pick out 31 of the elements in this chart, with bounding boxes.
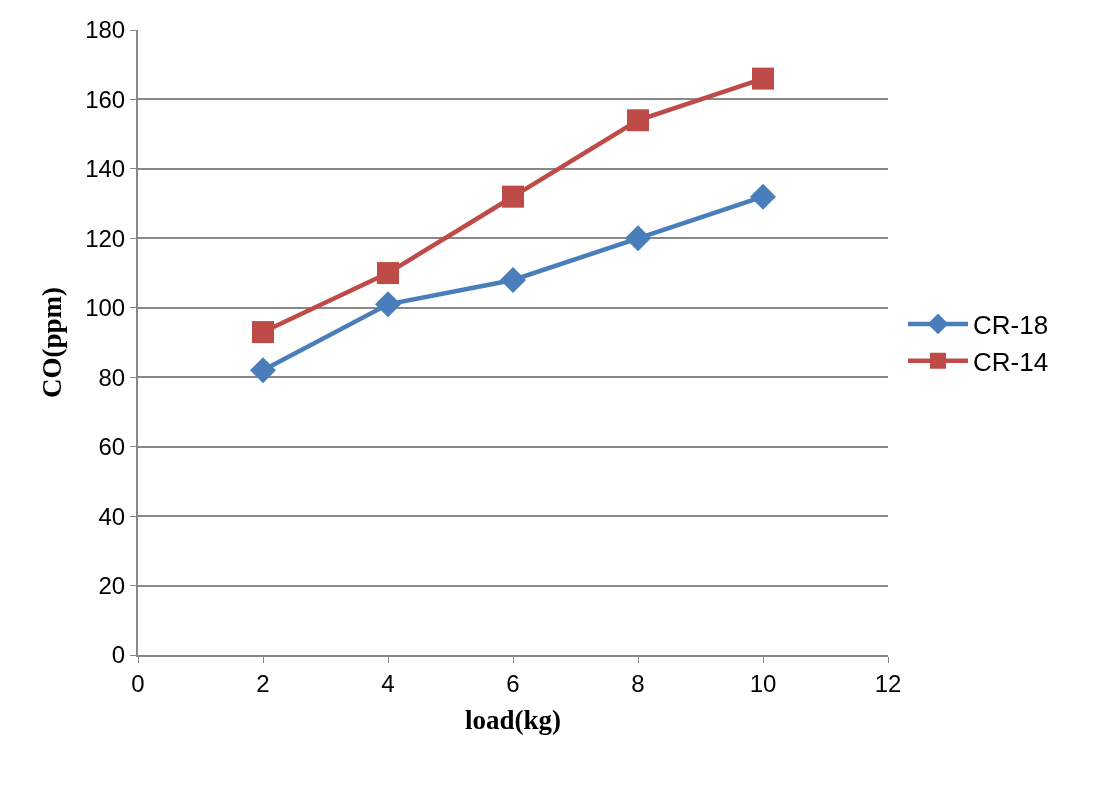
point	[250, 357, 276, 384]
x-axis-title: load(kg)	[464, 704, 562, 735]
point	[627, 109, 649, 132]
y-tick-label: 20	[98, 571, 126, 599]
y-tick-label: 40	[98, 502, 126, 530]
y-tick-label: 80	[98, 363, 126, 391]
y-tick-label: 140	[85, 155, 126, 183]
point	[375, 291, 401, 318]
x-tick-label: 4	[381, 669, 395, 697]
y-tick-label: 60	[98, 433, 126, 461]
x-tick-label: 6	[506, 669, 520, 697]
y-tick-label: 120	[85, 224, 126, 252]
point	[252, 321, 274, 344]
x-tick-label: 0	[131, 669, 145, 697]
legend-label: CR-18	[973, 310, 1049, 341]
y-tick-label: 100	[85, 294, 126, 322]
x-tick-label: 8	[631, 669, 645, 697]
legend-label: CR-14	[973, 346, 1049, 377]
x-tick-label: 12	[874, 669, 902, 697]
point	[752, 67, 774, 90]
point	[625, 225, 651, 252]
y-tick-label: 0	[111, 641, 126, 669]
point	[502, 185, 524, 208]
point	[500, 267, 526, 293]
x-tick-label: 10	[749, 669, 777, 697]
point	[377, 262, 399, 285]
y-tick-label: 160	[85, 85, 126, 113]
y-tick-label: 180	[85, 16, 126, 44]
y-axis-title: CO(ppm)	[36, 286, 67, 399]
point	[750, 183, 776, 210]
x-tick-label: 2	[256, 669, 270, 697]
